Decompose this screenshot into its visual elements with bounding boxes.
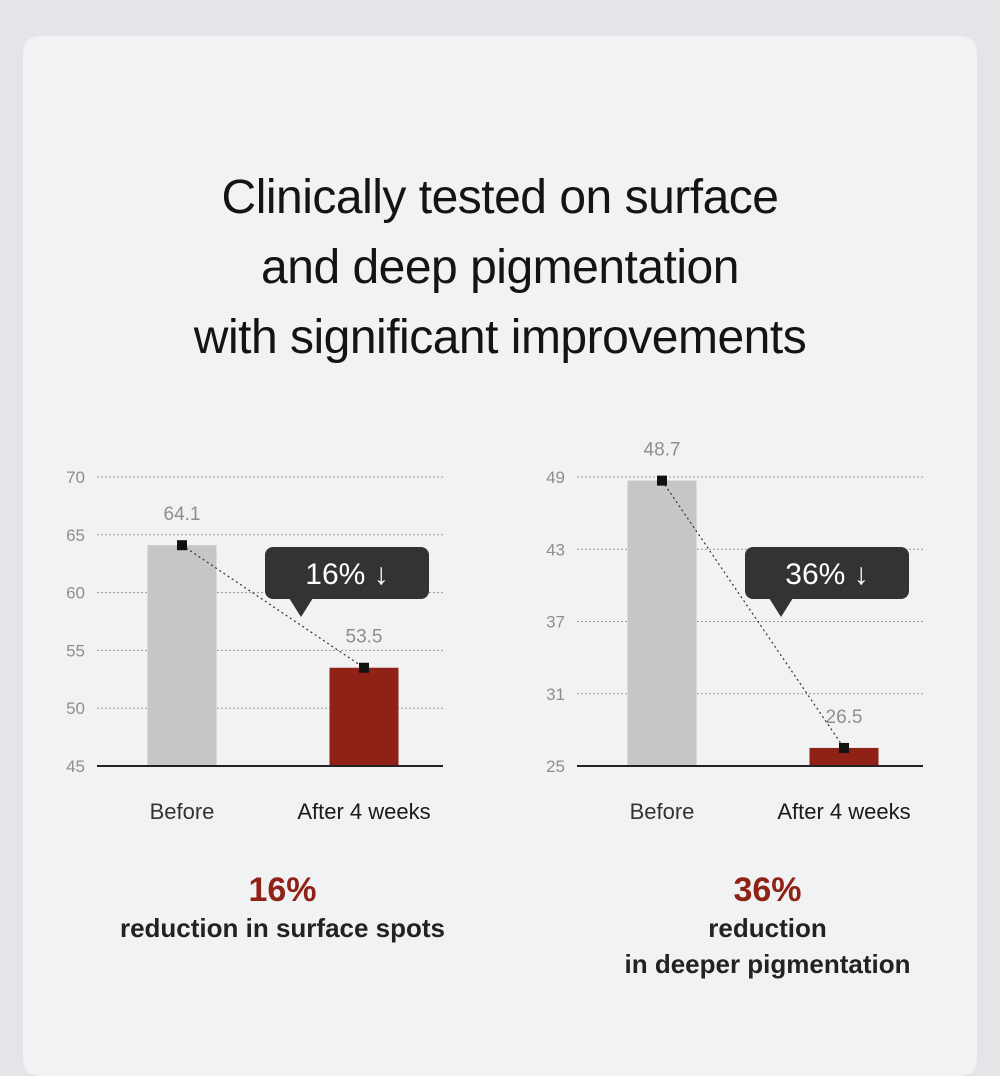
bar-after: [809, 747, 879, 766]
trend-connector: [181, 544, 365, 669]
x-category-label: Before: [150, 799, 215, 824]
headline-line-3: with significant improvements: [193, 311, 807, 364]
callout-pointer: [769, 598, 793, 617]
data-marker: [359, 662, 369, 673]
callout-bubble: [265, 547, 429, 599]
callout-label: 16% ↓: [305, 558, 388, 591]
bar-before: [627, 480, 697, 766]
result-description: reduction in surface spots: [119, 913, 446, 943]
result-percent: 36%: [733, 871, 802, 909]
bar-after: [329, 667, 399, 766]
y-tick-label: 45: [66, 757, 85, 776]
y-tick-label: 31: [546, 685, 565, 704]
headline: Clinically tested on surface and deep pi…: [0, 163, 1000, 373]
data-label: 26.5: [826, 707, 863, 728]
x-category-label: After 4 weeks: [297, 799, 430, 824]
result-description-line-2: in deeper pigmentation: [624, 949, 911, 979]
data-label: 64.1: [164, 504, 201, 525]
data-marker: [839, 742, 849, 753]
y-tick-label: 49: [546, 468, 565, 487]
callout-label: 36% ↓: [785, 558, 868, 591]
data-marker: [177, 540, 187, 551]
x-category-label: Before: [630, 799, 695, 824]
surface-spots-chart: 45 50 55 60 65 70 64.1 53.5 Before After 4 weeks 1…: [66, 468, 443, 824]
y-tick-label: 70: [66, 468, 85, 487]
callout-bubble: [745, 547, 909, 599]
deep-pigmentation-result: 36% reduction in deeper pigmentation: [545, 870, 990, 982]
data-label: 53.5: [346, 627, 383, 648]
headline-line-2: and deep pigmentation: [261, 241, 739, 294]
result-description-line-1: reduction: [708, 913, 827, 943]
headline-line-1: Clinically tested on surface: [221, 171, 779, 224]
callout-pointer: [289, 598, 313, 617]
y-tick-label: 60: [66, 584, 85, 603]
data-label: 48.7: [644, 440, 681, 461]
y-tick-label: 50: [66, 699, 85, 718]
x-category-label: After 4 weeks: [777, 799, 910, 824]
y-tick-label: 65: [66, 526, 85, 545]
bar-before: [147, 545, 217, 766]
y-tick-label: 37: [546, 613, 565, 632]
y-tick-label: 25: [546, 757, 565, 776]
data-marker: [657, 475, 667, 486]
result-percent: 16%: [248, 871, 317, 909]
y-tick-label: 43: [546, 540, 565, 559]
surface-spots-result: 16% reduction in surface spots: [60, 870, 505, 946]
deep-pigmentation-chart: 25 31 37 43 49 48.7 26.5 Before After 4 weeks 36%…: [546, 440, 923, 824]
y-tick-label: 55: [66, 641, 85, 660]
trend-connector: [661, 480, 845, 749]
